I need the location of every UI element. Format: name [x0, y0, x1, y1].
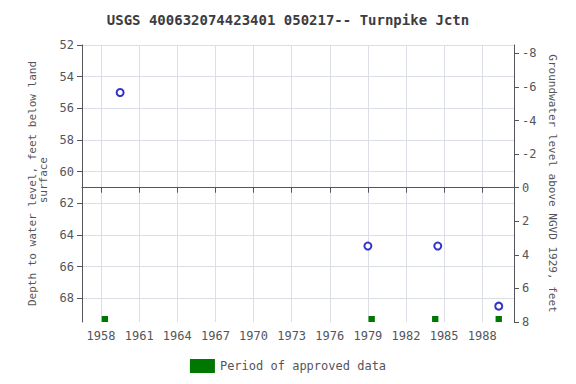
svg-text:-8: -8	[522, 46, 536, 60]
svg-text:-2: -2	[522, 147, 536, 161]
svg-text:68: 68	[60, 291, 74, 305]
svg-text:1982: 1982	[392, 329, 421, 343]
svg-text:1967: 1967	[201, 329, 230, 343]
svg-text:1964: 1964	[163, 329, 192, 343]
svg-text:Depth to water level, feet bel: Depth to water level, feet below land	[25, 61, 39, 306]
svg-text:1976: 1976	[315, 329, 344, 343]
svg-text:2: 2	[522, 214, 529, 228]
svg-text:-6: -6	[522, 80, 536, 94]
svg-text:1970: 1970	[239, 329, 268, 343]
svg-text:1958: 1958	[87, 329, 116, 343]
svg-text:58: 58	[60, 133, 74, 147]
svg-text:8: 8	[522, 315, 529, 329]
svg-text:64: 64	[60, 228, 74, 242]
svg-text:-4: -4	[522, 114, 536, 128]
svg-text:56: 56	[60, 101, 74, 115]
svg-text:Groundwater level above NGVD 1: Groundwater level above NGVD 1929, feet	[546, 54, 559, 312]
svg-text:4: 4	[522, 248, 529, 262]
svg-text:52: 52	[60, 38, 74, 52]
svg-text:Period of approved data: Period of approved data	[220, 359, 386, 373]
svg-text:1988: 1988	[468, 329, 497, 343]
svg-text:1973: 1973	[277, 329, 306, 343]
svg-text:USGS 400632074423401 050217--: USGS 400632074423401 050217-- Turnpike J…	[107, 12, 469, 28]
svg-text:66: 66	[60, 260, 74, 274]
svg-text:surface: surface	[37, 157, 50, 210]
svg-text:54: 54	[60, 70, 74, 84]
svg-text:1961: 1961	[125, 329, 154, 343]
svg-text:62: 62	[60, 196, 74, 210]
svg-text:60: 60	[60, 165, 74, 179]
svg-text:0: 0	[522, 181, 529, 195]
svg-text:1985: 1985	[430, 329, 459, 343]
svg-text:6: 6	[522, 281, 529, 295]
svg-text:1979: 1979	[353, 329, 382, 343]
